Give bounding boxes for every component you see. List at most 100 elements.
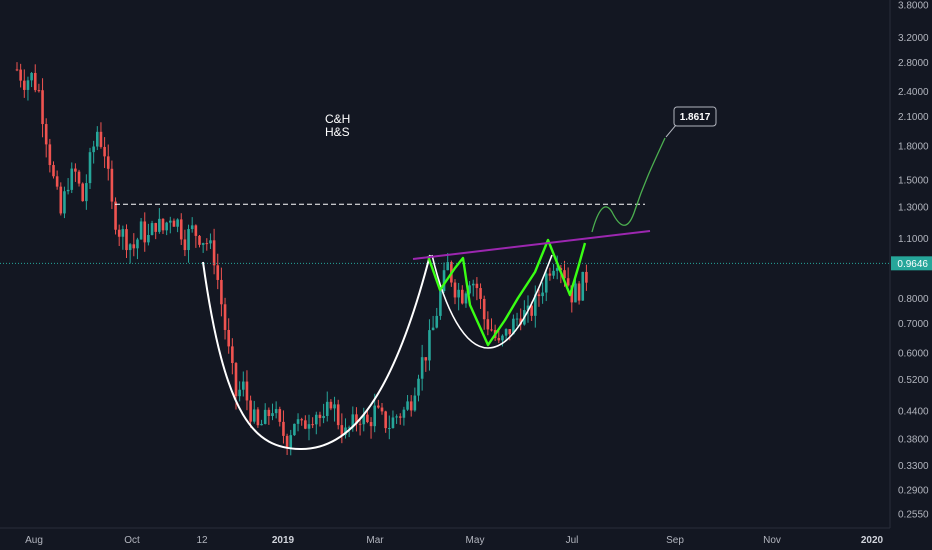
- candle-body: [165, 222, 168, 231]
- price-tick-label: 0.2550: [898, 510, 929, 521]
- candle-body: [384, 411, 387, 429]
- candle-body: [336, 404, 340, 426]
- candle-body: [227, 329, 230, 347]
- candle-body: [282, 421, 285, 436]
- candle-body: [439, 290, 442, 316]
- price-tick-label: 0.3800: [898, 434, 929, 445]
- candle-body: [344, 427, 347, 435]
- candle-body: [563, 270, 566, 279]
- handle-curve: [431, 254, 553, 349]
- candle-body: [66, 189, 70, 192]
- candle-body: [311, 424, 314, 426]
- candle-body: [508, 329, 512, 335]
- candle-body: [482, 298, 486, 320]
- candle-body: [366, 414, 369, 423]
- candle-body: [245, 381, 249, 401]
- candle-body: [143, 221, 147, 243]
- candle-body: [402, 409, 406, 418]
- candle-body: [150, 223, 154, 235]
- candle-body: [154, 223, 157, 232]
- price-tick-label: 0.7000: [898, 319, 929, 330]
- candle-body: [398, 416, 402, 418]
- candle-body: [391, 417, 395, 429]
- candle-body: [446, 262, 449, 271]
- candle-body: [216, 265, 220, 280]
- candle-body: [541, 292, 544, 297]
- candle-body: [325, 401, 329, 416]
- candle-body: [351, 414, 355, 428]
- candle-body: [530, 305, 533, 316]
- candle-body: [504, 329, 508, 336]
- price-tick-label: 0.3300: [898, 461, 929, 472]
- price-tick-label: 0.5200: [898, 375, 929, 386]
- candle-body: [471, 283, 475, 286]
- candle-body: [420, 357, 424, 379]
- candle-body: [234, 363, 238, 397]
- candle-series: [15, 62, 588, 456]
- candle-body: [534, 294, 537, 316]
- candle-body: [212, 240, 216, 266]
- candle-body: [271, 413, 274, 417]
- candle-body: [519, 318, 522, 325]
- candle-body: [209, 240, 212, 244]
- svg-text:0.9646: 0.9646: [897, 259, 928, 270]
- candle-body: [377, 405, 380, 408]
- price-tick-label: 2.4000: [898, 87, 929, 98]
- candle-body: [296, 419, 300, 424]
- pattern-label-head-shoulders: H&S: [325, 125, 350, 139]
- time-axis[interactable]: Aug Oct 12 2019 Mar May Jul Sep Nov 2020: [25, 535, 883, 546]
- trendline: [412, 230, 651, 260]
- candle-body: [15, 69, 19, 71]
- candle-body: [52, 165, 55, 177]
- candle-body: [490, 329, 493, 331]
- time-tick-label: 12: [196, 535, 208, 546]
- candle-body: [464, 293, 468, 304]
- candle-body: [77, 171, 81, 184]
- candle-body: [468, 285, 471, 294]
- candle-body: [304, 420, 307, 429]
- candle-body: [512, 318, 515, 335]
- candle-body: [406, 401, 409, 410]
- time-tick-label: Aug: [25, 535, 43, 546]
- candle-body: [242, 381, 245, 390]
- candle-body: [117, 229, 121, 237]
- candle-body: [307, 424, 311, 429]
- candle-body: [453, 282, 457, 298]
- candle-body: [59, 186, 63, 214]
- time-tick-label: Sep: [666, 535, 684, 546]
- candle-body: [147, 234, 150, 243]
- candle-body: [256, 409, 260, 426]
- candle-body: [190, 225, 194, 230]
- candle-body: [526, 305, 530, 311]
- candle-body: [457, 289, 460, 298]
- time-tick-label: 2020: [861, 535, 884, 546]
- candle-body: [96, 131, 99, 147]
- candle-body: [19, 69, 22, 81]
- candle-body: [428, 330, 431, 361]
- candle-body: [497, 337, 501, 341]
- candle-body: [318, 414, 322, 419]
- price-axis[interactable]: 3.8000 3.2000 2.8000 2.4000 2.1000 1.8000 1.50…: [898, 1, 929, 521]
- target-callout[interactable]: 1.8617: [665, 106, 717, 138]
- head-shoulders-path: [426, 238, 587, 347]
- candle-body: [581, 271, 585, 301]
- candle-body: [44, 124, 48, 145]
- candle-body: [121, 229, 125, 237]
- candle-body: [169, 220, 172, 223]
- candle-body: [574, 283, 577, 303]
- candle-body: [417, 378, 420, 396]
- candle-body: [566, 278, 570, 286]
- candle-body: [238, 389, 241, 397]
- candle-body: [33, 72, 37, 91]
- time-tick-label: Nov: [763, 535, 781, 546]
- candle-body: [409, 401, 413, 411]
- candle-body: [231, 346, 234, 364]
- price-tick-label: 1.8000: [898, 141, 929, 152]
- candle-body: [99, 131, 103, 147]
- candle-body: [260, 423, 263, 426]
- candle-body: [252, 409, 256, 422]
- candle-body: [110, 168, 114, 202]
- price-tick-label: 0.8000: [898, 294, 929, 305]
- price-tick-label: 2.1000: [898, 112, 929, 123]
